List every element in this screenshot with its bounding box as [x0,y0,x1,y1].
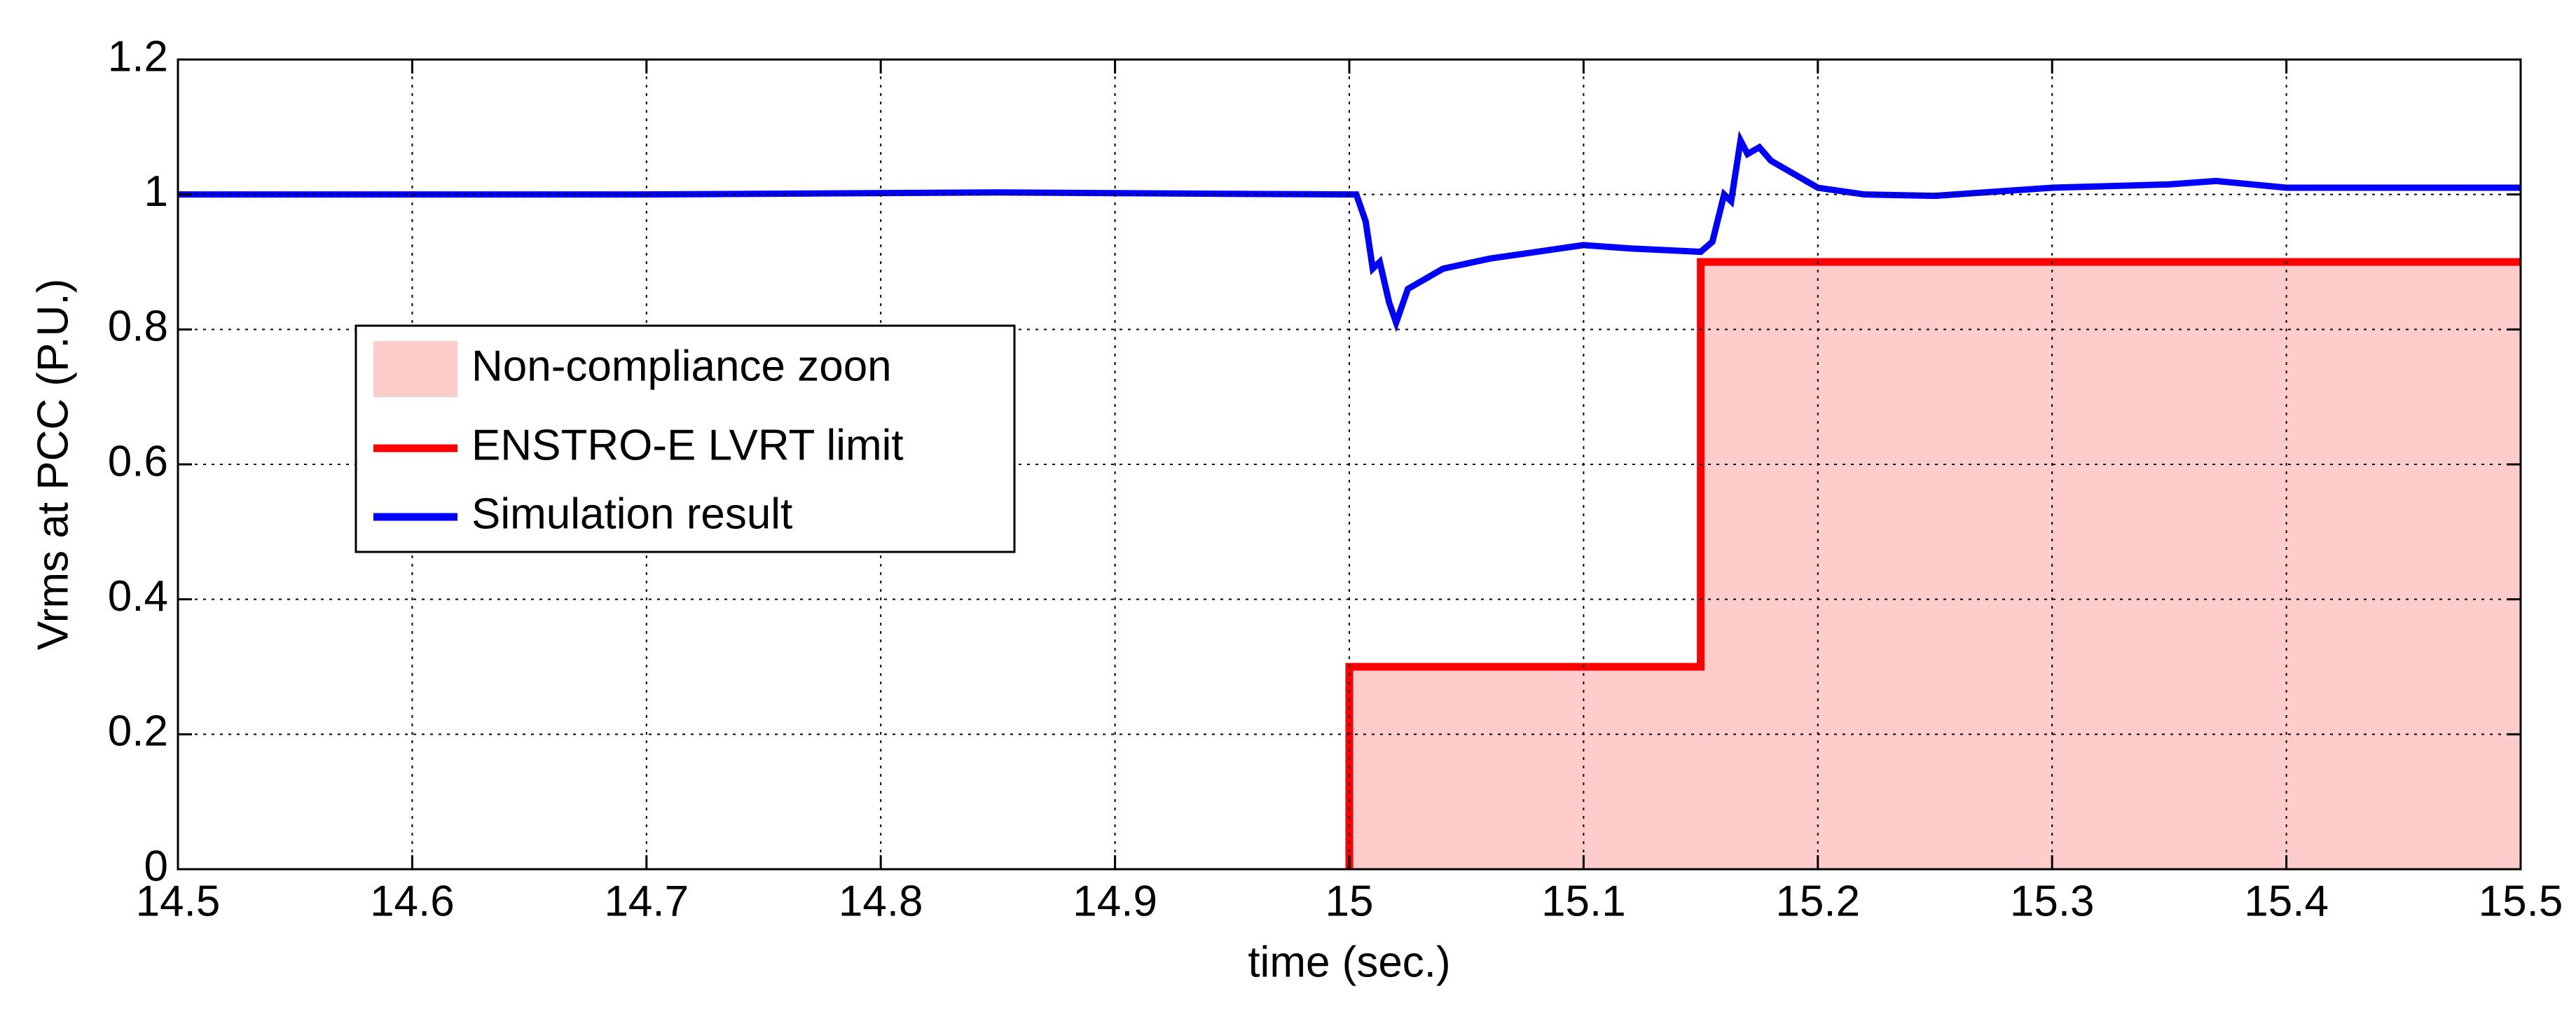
x-tick-label: 15.2 [1775,877,1860,925]
x-tick-label: 14.9 [1073,877,1157,925]
x-tick-label: 15.1 [1541,877,1626,925]
y-tick-label: 0.6 [108,437,168,485]
y-axis-label: Vrms at PCC (P.U.) [29,279,77,651]
y-tick-label: 1.2 [108,32,168,81]
x-tick-label: 15 [1325,877,1374,925]
x-tick-label: 15.4 [2244,877,2329,925]
x-tick-label: 15.5 [2479,877,2563,925]
x-tick-label: 14.8 [839,877,923,925]
x-tick-label: 14.5 [136,877,221,925]
legend-label: Simulation result [471,490,792,538]
legend-box [354,324,1016,553]
y-tick-label: 0 [144,842,168,890]
area [1349,262,2521,869]
line [178,130,2521,333]
plot-frame [177,58,2522,871]
x-axis-label: time (sec.) [1248,938,1450,986]
legend-label: ENSTRO-E LVRT limit [471,421,904,469]
y-tick-label: 0.8 [108,303,168,351]
legend-swatch [373,341,457,397]
y-tick-label: 0.4 [108,572,168,621]
y-tick-label: 0.2 [108,707,168,756]
x-tick-label: 14.6 [370,877,455,925]
y-tick-label: 1 [144,167,168,216]
legend-label: Non-compliance zoon [471,342,892,390]
x-tick-label: 14.7 [604,877,689,925]
x-tick-label: 15.3 [2010,877,2095,925]
